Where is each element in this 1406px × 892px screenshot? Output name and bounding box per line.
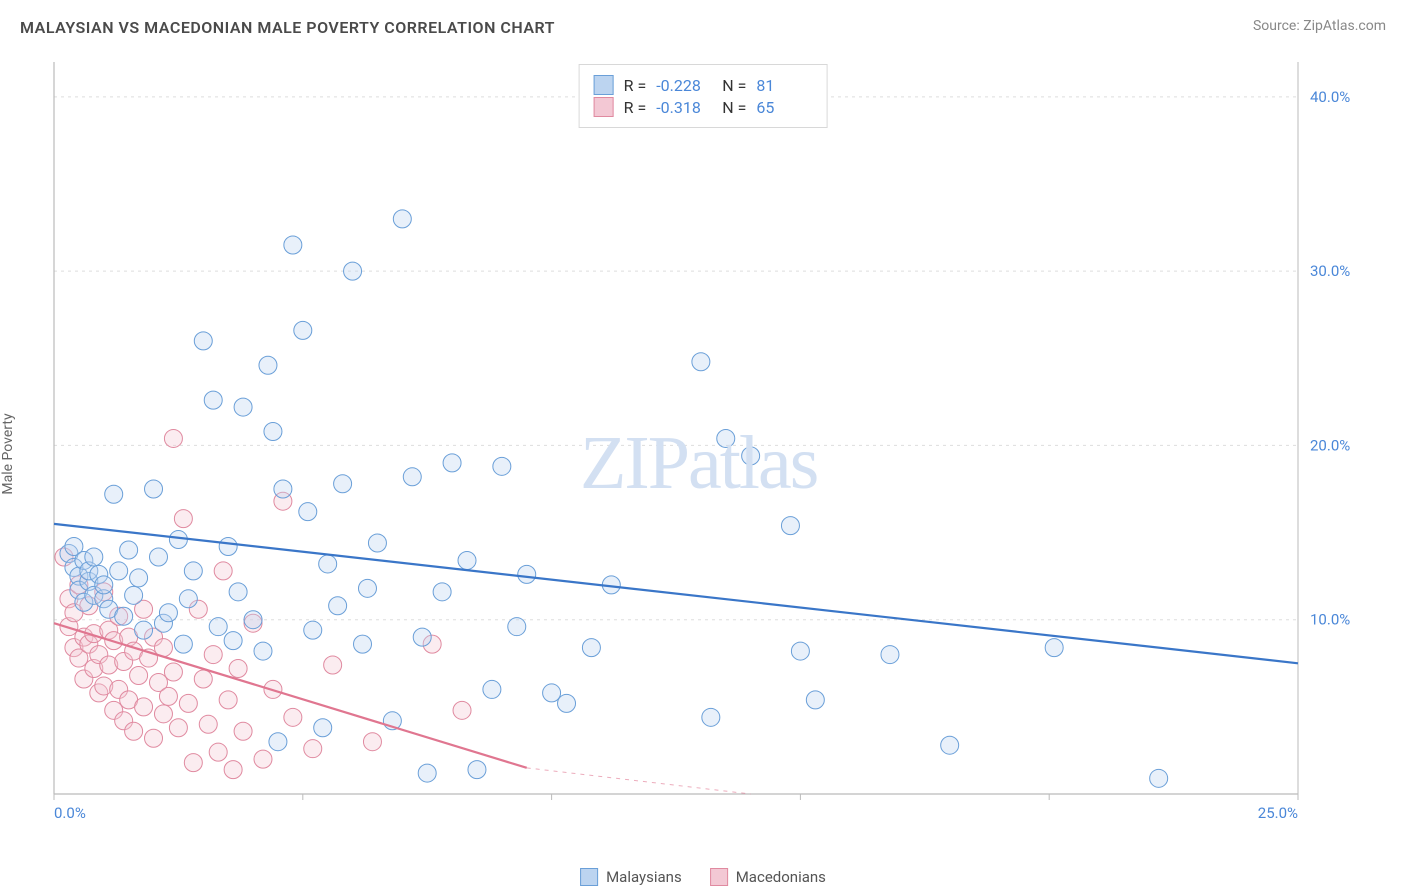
legend-label-malaysians: Malaysians	[606, 868, 682, 886]
svg-text:10.0%: 10.0%	[1310, 611, 1350, 629]
stats-row-macedonians: R = -0.318 N = 65	[594, 97, 813, 117]
r-label: R =	[624, 76, 647, 95]
svg-text:20.0%: 20.0%	[1310, 436, 1350, 454]
legend-swatch-malaysians	[580, 868, 598, 886]
svg-text:0.0%: 0.0%	[54, 804, 86, 822]
legend-item-malaysians: Malaysians	[580, 868, 682, 886]
svg-text:25.0%: 25.0%	[1258, 804, 1298, 822]
r-value-malaysians: -0.228	[656, 76, 712, 95]
plot-area: 10.0% 20.0% 30.0% 40.0% 0.0% 25.0%	[50, 60, 1370, 830]
n-label: N =	[722, 76, 746, 95]
n-value-macedonians: 65	[756, 98, 812, 117]
svg-text:40.0%: 40.0%	[1310, 88, 1350, 106]
chart-title: MALAYSIAN VS MACEDONIAN MALE POVERTY COR…	[20, 18, 555, 37]
svg-text:30.0%: 30.0%	[1310, 262, 1350, 280]
stats-row-malaysians: R = -0.228 N = 81	[594, 75, 813, 95]
r-label: R =	[624, 98, 647, 117]
swatch-macedonians	[594, 97, 614, 117]
n-value-malaysians: 81	[756, 76, 812, 95]
swatch-malaysians	[594, 75, 614, 95]
legend-item-macedonians: Macedonians	[710, 868, 826, 886]
legend-label-macedonians: Macedonians	[736, 868, 826, 886]
legend-swatch-macedonians	[710, 868, 728, 886]
y-axis-label: Male Poverty	[0, 413, 16, 494]
correlation-stats-box: R = -0.228 N = 81 R = -0.318 N = 65	[579, 64, 828, 128]
legend: Malaysians Macedonians	[580, 868, 826, 886]
scatter-plot: 10.0% 20.0% 30.0% 40.0% 0.0% 25.0%	[50, 60, 1370, 830]
source-label: Source: ZipAtlas.com	[1253, 18, 1386, 34]
r-value-macedonians: -0.318	[656, 98, 712, 117]
n-label: N =	[722, 98, 746, 117]
